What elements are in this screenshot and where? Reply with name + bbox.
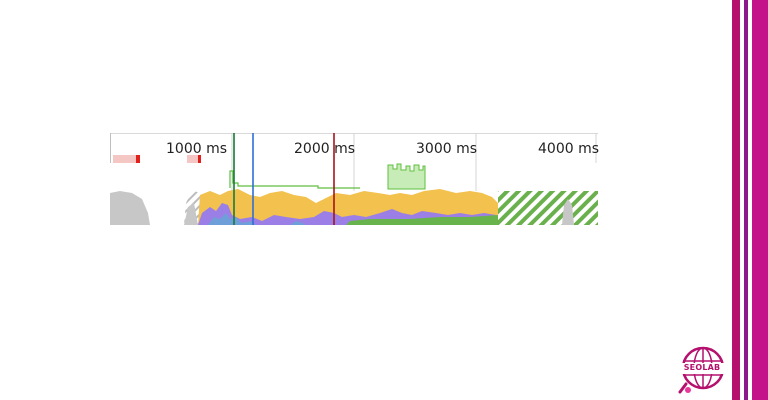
tick-label-2000: 2000 ms: [294, 141, 356, 157]
logo-text: SEOLAB: [683, 363, 721, 372]
tick-label-3000: 3000 ms: [416, 141, 478, 157]
performance-overview[interactable]: 1000 ms 2000 ms 3000 ms 4000 ms: [110, 133, 600, 225]
cpu-track: [110, 189, 598, 225]
overview-graph[interactable]: [110, 133, 598, 225]
tick-label-4000: 4000 ms: [538, 141, 600, 157]
tick-gridlines: [231, 133, 597, 191]
globe-icon: [678, 346, 727, 394]
fps-track: [229, 163, 426, 190]
brand-stripes: [732, 0, 768, 400]
timing-markers: [233, 133, 335, 225]
seolab-logo: SEOLAB: [676, 344, 728, 396]
network-track: [113, 155, 201, 163]
tick-label-1000: 1000 ms: [166, 141, 228, 157]
